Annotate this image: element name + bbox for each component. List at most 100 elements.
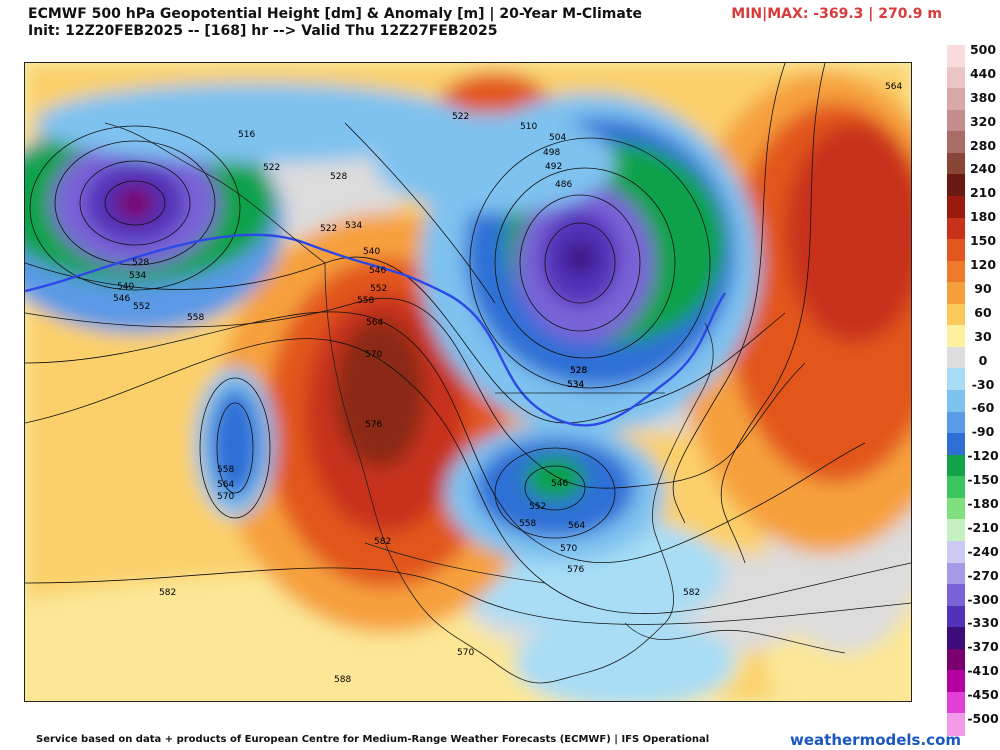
contour-label: 498 [543,148,560,158]
colorbar-swatch [947,454,965,477]
colorbar-tick-label: -370 [967,639,999,655]
min-max-readout: MIN|MAX: -369.3 | 270.9 m [731,6,942,22]
colorbar-swatch [947,325,965,348]
colorbar-swatch [947,282,965,305]
contour-label: 534 [567,380,584,390]
colorbar-tick-label: -90 [971,424,995,440]
colorbar-tick-label: -240 [967,543,999,559]
colorbar-swatch [947,691,965,714]
colorbar-swatch [947,540,965,563]
contour-label: 522 [452,112,469,122]
colorbar-tick-label: 320 [969,113,997,129]
chart-title-line-1: ECMWF 500 hPa Geopotential Height [dm] &… [28,6,643,22]
contour-540-highlight [25,233,726,427]
colorbar-tick-label: -30 [971,376,995,392]
contour-label: 552 [529,502,546,512]
colorbar-tick-label: -410 [967,663,999,679]
anomaly-colorbar [947,45,965,736]
colorbar-tick-label: -210 [967,519,999,535]
contour-label: 570 [457,648,474,658]
contour-label: 546 [551,479,568,489]
colorbar-tick-label: -150 [967,472,999,488]
contour-label: 534 [345,221,362,231]
colorbar-tick-label: -120 [967,448,999,464]
contour-label: 528 [570,366,587,376]
colorbar-swatch [947,713,965,736]
contour-label: 540 [363,247,380,257]
colorbar-tick-label: 90 [974,280,992,296]
colorbar-swatch [947,670,965,693]
contour-label: 492 [545,162,562,172]
colorbar-swatch [947,195,965,218]
contour-label: 582 [683,588,700,598]
contour-label: 522 [320,224,337,234]
coastlines-and-borders [104,122,846,684]
contour-label: 588 [334,675,351,685]
contour-label: 534 [129,271,146,281]
colorbar-swatch [947,584,965,607]
colorbar-tick-label: -300 [967,591,999,607]
colorbar-tick-label: 150 [969,233,997,249]
contour-label: 558 [187,313,204,323]
contour-label: 558 [217,465,234,475]
contour-label: 564 [568,521,585,531]
colorbar-swatch [947,497,965,520]
contour-label: 528 [330,172,347,182]
colorbar-swatch [947,45,965,68]
colorbar-swatch [947,605,965,628]
contour-label: 552 [370,284,387,294]
colorbar-swatch [947,88,965,111]
contour-label: 546 [113,294,130,304]
contour-label: 564 [366,318,383,328]
contour-label-group: 516 522 522 528 534 540 528 534 540 546 … [113,82,902,685]
data-credit: Service based on data + products of Euro… [36,734,710,745]
anomaly-map-svg: 516 522 522 528 534 540 528 534 540 546 … [25,63,911,701]
colorbar-tick-label: -60 [971,400,995,416]
colorbar-tick-label: 380 [969,89,997,105]
colorbar-swatch [947,390,965,413]
colorbar-tick-label: -270 [967,567,999,583]
contour-label: 570 [365,350,382,360]
colorbar-tick-label: -450 [967,687,999,703]
colorbar-swatch [947,152,965,175]
contour-label: 570 [217,492,234,502]
contour-label: 528 [132,258,149,268]
contour-label: 564 [217,480,234,490]
colorbar-swatch [947,217,965,240]
chart-title-line-2: Init: 12Z20FEB2025 -- [168] hr --> Valid… [28,23,498,39]
colorbar-tick-label: -330 [967,615,999,631]
contour-label: 486 [555,180,572,190]
colorbar-swatch [947,368,965,391]
contour-label: 564 [885,82,902,92]
colorbar-swatch [947,433,965,456]
colorbar-tick-label: 210 [969,185,997,201]
colorbar-tick-label: 60 [974,304,992,320]
colorbar-swatch [947,109,965,132]
colorbar-tick-label: 30 [974,328,992,344]
brand-link[interactable]: weathermodels.com [790,731,962,749]
contour-label: 576 [567,565,584,575]
colorbar-swatch [947,260,965,283]
colorbar-swatch [947,66,965,89]
colorbar-tick-label: 440 [969,65,997,81]
contour-label: 570 [560,544,577,554]
contour-label: 582 [159,588,176,598]
colorbar-swatch [947,131,965,154]
colorbar-tick-label: 120 [969,257,997,273]
contour-label: 516 [238,130,255,140]
contour-label: 510 [520,122,537,132]
colorbar-tick-label: 180 [969,209,997,225]
colorbar-tick-label: -180 [967,495,999,511]
colorbar-tick-label: -500 [967,711,999,726]
colorbar-swatch [947,627,965,650]
contour-label: 504 [549,133,566,143]
contour-label: 552 [133,302,150,312]
anomaly-fill-layer [25,63,911,701]
colorbar-swatch [947,648,965,671]
contour-label: 540 [117,282,134,292]
colorbar-tick-label: 240 [969,161,997,177]
contour-label: 576 [365,420,382,430]
anomaly-map: 516 522 522 528 534 540 528 534 540 546 … [24,62,912,702]
contour-label: 558 [519,519,536,529]
colorbar-swatch [947,411,965,434]
